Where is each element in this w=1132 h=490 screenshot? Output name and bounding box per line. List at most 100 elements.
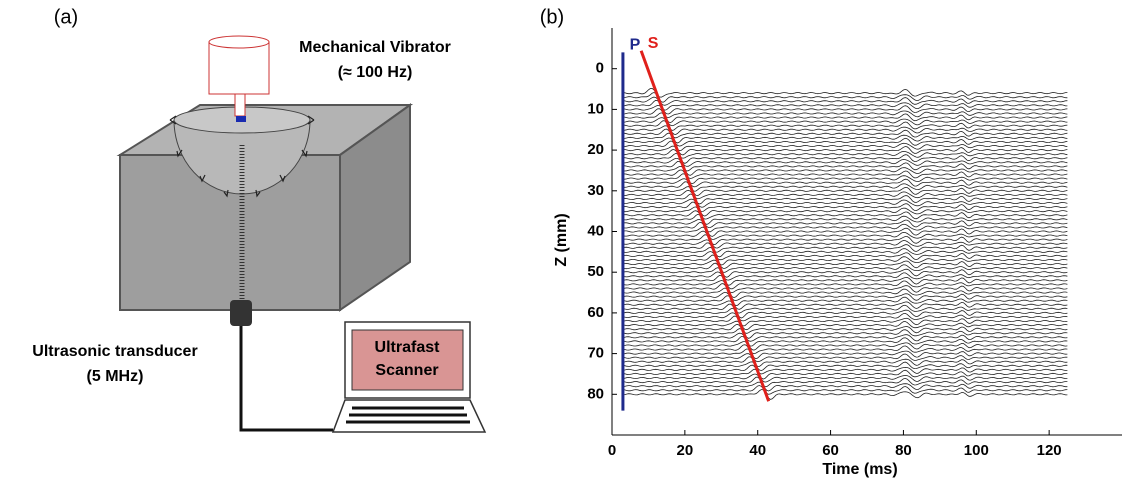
scanner-text: Ultrafast <box>375 339 441 356</box>
arrival-line <box>639 50 771 402</box>
x-tick-label: 40 <box>749 442 766 459</box>
trace <box>622 117 1068 127</box>
trace <box>622 234 1068 246</box>
trace <box>622 137 1068 147</box>
x-tick-label: 0 <box>608 442 616 459</box>
x-tick-label: 100 <box>964 442 989 459</box>
vibrator-body <box>208 41 270 95</box>
x-tick-label: 20 <box>677 442 694 459</box>
trace <box>622 307 1068 319</box>
cable <box>239 326 333 432</box>
trace <box>622 242 1068 253</box>
y-tick-label: 20 <box>587 141 604 158</box>
vibrator-tip <box>236 116 246 122</box>
trace <box>622 178 1068 188</box>
trace <box>622 251 1068 261</box>
trace <box>622 274 1068 286</box>
trace <box>622 336 1068 347</box>
trace <box>622 132 1068 144</box>
arrival-label: S <box>648 35 659 52</box>
panel-label: (b) <box>540 6 564 28</box>
x-tick-label: 120 <box>1037 442 1062 459</box>
trace <box>622 165 1068 176</box>
trace <box>622 92 1068 103</box>
keys <box>346 406 470 424</box>
scanner-text: Scanner <box>375 362 438 379</box>
trace <box>622 222 1068 233</box>
trace <box>622 291 1068 301</box>
trace <box>622 99 1068 111</box>
transducer-label: Ultrasonic transducer <box>32 343 197 360</box>
y-tick-label: 60 <box>587 304 604 321</box>
trace <box>622 140 1068 152</box>
y-tick-label: 80 <box>587 385 604 402</box>
trace <box>622 353 1068 363</box>
x-tick-label: 60 <box>822 442 839 459</box>
y-tick-label: 10 <box>587 100 604 117</box>
panel-label: (a) <box>54 6 78 28</box>
trace <box>622 173 1068 185</box>
trace <box>622 120 1068 131</box>
trace <box>622 254 1068 266</box>
trace <box>622 271 1068 281</box>
trace <box>622 210 1068 220</box>
trace <box>622 280 1068 290</box>
trace <box>622 320 1068 331</box>
trace <box>622 125 1068 135</box>
trace <box>622 312 1068 322</box>
trace <box>622 267 1068 278</box>
vibrator-rod <box>234 93 246 117</box>
trace <box>622 152 1068 164</box>
vibrator-top <box>208 35 270 49</box>
trace <box>622 361 1068 372</box>
trace <box>622 376 1068 388</box>
trace <box>622 295 1068 307</box>
y-tick-label: 0 <box>596 60 604 77</box>
trace <box>622 344 1068 355</box>
trace <box>622 303 1068 314</box>
trace <box>622 169 1068 179</box>
trace <box>622 373 1068 383</box>
y-tick-label: 70 <box>587 345 604 362</box>
trace <box>622 368 1068 380</box>
x-tick-label: 80 <box>895 442 912 459</box>
trace <box>622 189 1068 200</box>
trace <box>622 112 1068 124</box>
trace <box>622 181 1068 192</box>
trace <box>622 381 1068 392</box>
trace <box>622 128 1068 139</box>
trace <box>622 230 1068 240</box>
y-tick-label: 30 <box>587 182 604 199</box>
y-tick-label: 50 <box>587 263 604 280</box>
trace <box>622 259 1068 269</box>
trace <box>622 160 1068 172</box>
transducer <box>230 300 252 326</box>
trace <box>622 389 1068 400</box>
arrival-label: P <box>630 37 641 54</box>
trace <box>622 315 1068 327</box>
trace <box>622 239 1068 249</box>
trace <box>622 364 1068 375</box>
trace <box>622 300 1068 310</box>
trace <box>622 323 1068 334</box>
trace <box>622 104 1068 115</box>
y-tick-label: 40 <box>587 222 604 239</box>
trace <box>622 219 1068 229</box>
trace <box>622 328 1068 339</box>
trace <box>622 287 1068 299</box>
chart: (b) Time (ms) Z (mm) 0 20 40 60 80 100 120 0 10 2… <box>540 6 1122 478</box>
vibrator-label: Mechanical Vibrator <box>299 39 451 56</box>
trace <box>622 226 1068 237</box>
trace <box>622 385 1068 395</box>
trace <box>622 186 1068 197</box>
trace <box>622 348 1068 360</box>
trace <box>622 198 1068 208</box>
trace <box>622 356 1068 367</box>
trace <box>622 158 1068 167</box>
trace <box>622 149 1068 159</box>
trace <box>622 262 1068 273</box>
trace <box>622 213 1068 225</box>
scanner-box <box>351 329 464 391</box>
trace <box>622 341 1068 351</box>
